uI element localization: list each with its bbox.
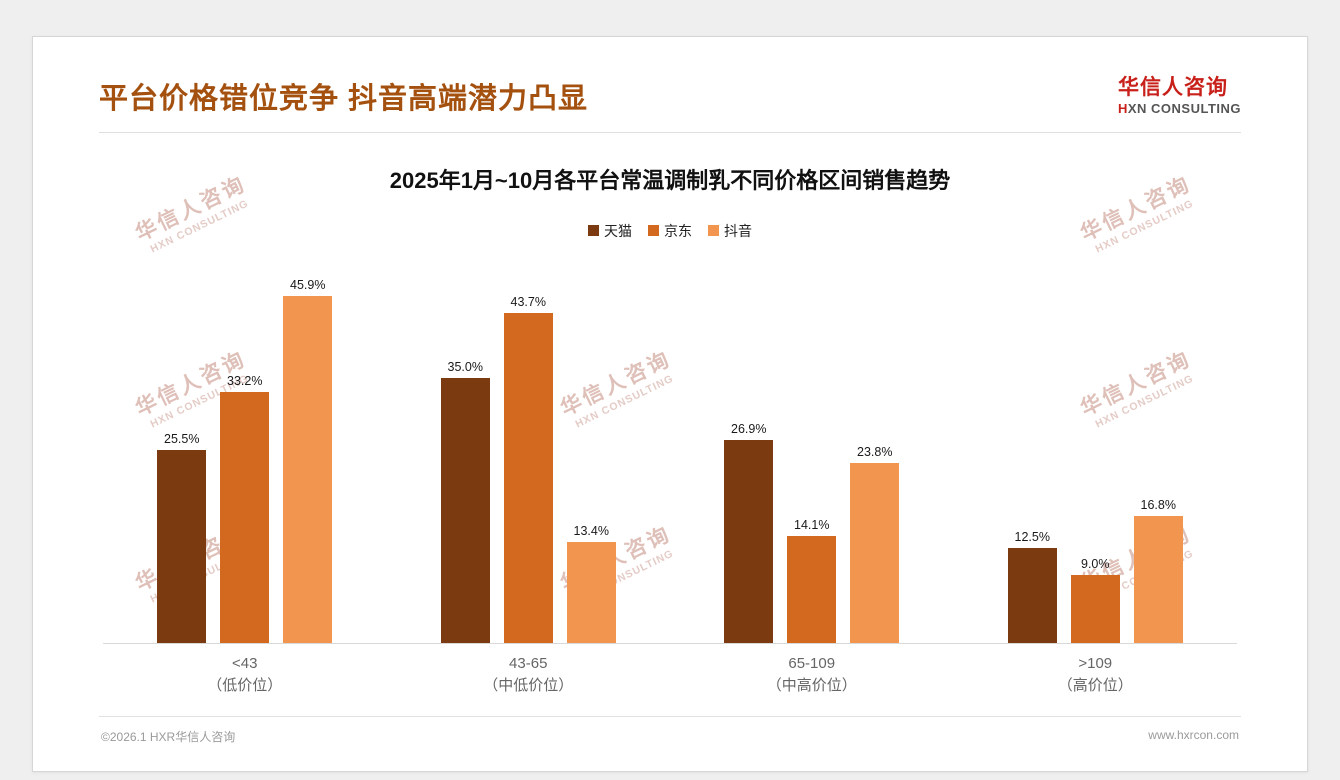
bar <box>787 535 837 643</box>
bar-column: 14.1% <box>787 517 837 643</box>
bar-value-label: 43.7% <box>510 294 546 309</box>
bar <box>283 295 333 643</box>
legend-swatch <box>708 225 719 236</box>
bar-value-label: 9.0% <box>1081 556 1110 571</box>
bar-group: 25.5% 33.2% 45.9% <43 （低价位） <box>103 265 387 698</box>
bar <box>157 449 207 643</box>
bar-column: 35.0% <box>440 359 490 643</box>
bar <box>440 377 490 643</box>
bars-row: 26.9% 14.1% 23.8% <box>724 265 900 643</box>
footer: ©2026.1 HXR华信人咨询 www.hxrcon.com <box>99 716 1241 771</box>
bar-value-label: 26.9% <box>731 421 767 436</box>
x-axis-line <box>103 642 1237 644</box>
slide-card: 华信人咨询 HXN CONSULTING 华信人咨询 HXN CONSULTING 华信… <box>32 36 1308 772</box>
category-name: （低价位） <box>207 677 283 694</box>
category-range: <43 <box>232 654 258 672</box>
header: 平台价格错位竞争 抖音高端潜力凸显 华信人咨询 HXN CONSULTING <box>33 37 1307 118</box>
bar <box>220 391 270 643</box>
chart-legend: 天猫 京东 抖音 <box>33 221 1307 241</box>
bar-value-label: 25.5% <box>164 431 200 446</box>
bar-value-label: 23.8% <box>857 444 893 459</box>
bars-row: 12.5% 9.0% 16.8% <box>1007 265 1183 643</box>
bar-column: 12.5% <box>1007 529 1057 643</box>
bar <box>1133 515 1183 643</box>
bar-value-label: 45.9% <box>290 277 326 292</box>
category-label: 65-109 （中高价位） <box>767 643 857 698</box>
bars-row: 25.5% 33.2% 45.9% <box>157 265 333 643</box>
legend-label: 天猫 <box>604 222 632 239</box>
logo-text: 华信人咨询 <box>1117 76 1228 99</box>
bar <box>1007 547 1057 643</box>
bar-column: 43.7% <box>503 294 553 643</box>
bar <box>850 462 900 643</box>
bar-column: 25.5% <box>157 431 207 643</box>
logo-subtext: HXN CONSULTING <box>1117 101 1241 117</box>
legend-label: 京东 <box>664 222 692 239</box>
legend-swatch <box>648 225 659 236</box>
category-range: >109 <box>1078 654 1113 672</box>
bar <box>503 312 553 643</box>
bar-value-label: 35.0% <box>447 359 483 374</box>
legend-item: 抖音 <box>708 221 752 241</box>
website-url: www.hxrcon.com <box>1148 728 1239 742</box>
legend-item: 天猫 <box>588 221 632 241</box>
legend-item: 京东 <box>648 221 692 241</box>
chart-section: 2025年1月~10月各平台常温调制乳不同价格区间销售趋势 天猫 京东 抖音 25.… <box>33 163 1307 698</box>
copyright-text: ©2026.1 HXR华信人咨询 <box>101 730 236 744</box>
bar-group: 35.0% 43.7% 13.4% 43-65 （中低价位） <box>387 265 671 698</box>
bar-value-label: 16.8% <box>1140 497 1176 512</box>
category-name: （中高价位） <box>766 677 857 694</box>
bar-group: 12.5% 9.0% 16.8% >109 （高价位） <box>954 265 1238 698</box>
bar-group: 26.9% 14.1% 23.8% 65-109 （中高价位） <box>670 265 954 698</box>
bar-column: 33.2% <box>220 373 270 643</box>
bars-row: 35.0% 43.7% 13.4% <box>440 265 616 643</box>
category-name: （中低价位） <box>483 677 574 694</box>
category-name: （高价位） <box>1057 677 1133 694</box>
bar <box>724 439 774 643</box>
category-range: 65-109 <box>788 654 836 672</box>
category-label: 43-65 （中低价位） <box>483 643 573 698</box>
category-label: >109 （高价位） <box>1058 643 1133 698</box>
chart-title: 2025年1月~10月各平台常温调制乳不同价格区间销售趋势 <box>389 167 951 193</box>
bar <box>566 541 616 643</box>
legend-label: 抖音 <box>724 222 752 239</box>
category-range: 43-65 <box>509 654 548 672</box>
bar-chart: 25.5% 33.2% 45.9% <43 （低价位） 35.0% 43.7% 13.4% 43… <box>103 265 1237 698</box>
bar-column: 9.0% <box>1070 556 1120 643</box>
bar-column: 26.9% <box>724 421 774 643</box>
bar-column: 16.8% <box>1133 497 1183 643</box>
bar-column: 13.4% <box>566 523 616 643</box>
category-label: <43 （低价位） <box>207 643 282 698</box>
bar <box>1070 574 1120 643</box>
legend-swatch <box>588 225 599 236</box>
bar-value-label: 14.1% <box>794 517 830 532</box>
bar-column: 23.8% <box>850 444 900 643</box>
bar-value-label: 33.2% <box>227 373 263 388</box>
bar-column: 45.9% <box>283 277 333 643</box>
header-divider <box>99 131 1241 133</box>
bar-value-label: 12.5% <box>1014 529 1050 544</box>
page-title: 平台价格错位竞争 抖音高端潜力凸显 <box>99 83 589 115</box>
bar-value-label: 13.4% <box>573 523 609 538</box>
logo: 华信人咨询 HXN CONSULTING <box>1118 75 1241 118</box>
